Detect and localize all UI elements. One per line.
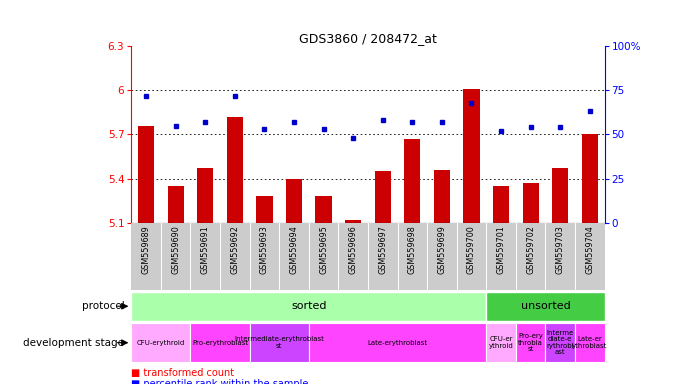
- Bar: [197, 168, 214, 223]
- Text: GSM559695: GSM559695: [319, 225, 328, 274]
- Bar: [375, 171, 391, 223]
- Text: CFU-er
ythroid: CFU-er ythroid: [489, 336, 513, 349]
- Bar: [227, 117, 243, 223]
- Text: GSM559694: GSM559694: [290, 225, 299, 274]
- Text: GSM559689: GSM559689: [142, 225, 151, 274]
- Text: GSM559700: GSM559700: [467, 225, 476, 274]
- Text: GSM559699: GSM559699: [437, 225, 446, 274]
- Bar: [486, 291, 605, 321]
- Text: sorted: sorted: [291, 301, 327, 311]
- Text: Late-er
ythroblast: Late-er ythroblast: [572, 336, 607, 349]
- Bar: [486, 323, 516, 362]
- Text: GSM559696: GSM559696: [349, 225, 358, 274]
- Bar: [309, 323, 486, 362]
- Text: GSM559692: GSM559692: [230, 225, 239, 274]
- Bar: [191, 323, 249, 362]
- Text: GSM559702: GSM559702: [526, 225, 535, 274]
- Text: Intermediate-erythroblast
st: Intermediate-erythroblast st: [234, 336, 324, 349]
- Bar: [256, 196, 272, 223]
- Text: unsorted: unsorted: [520, 301, 570, 311]
- Bar: [434, 170, 450, 223]
- Text: Interme
diate-e
rythrobl
ast: Interme diate-e rythrobl ast: [547, 330, 574, 356]
- Text: GSM559697: GSM559697: [378, 225, 387, 274]
- Bar: [493, 186, 509, 223]
- Text: ■ percentile rank within the sample: ■ percentile rank within the sample: [131, 379, 309, 384]
- Bar: [522, 183, 539, 223]
- Bar: [131, 323, 191, 362]
- Text: Pro-erythroblast: Pro-erythroblast: [192, 340, 248, 346]
- Bar: [345, 220, 361, 223]
- Bar: [131, 291, 486, 321]
- Text: GSM559691: GSM559691: [201, 225, 210, 274]
- Bar: [545, 323, 575, 362]
- Bar: [167, 186, 184, 223]
- Bar: [138, 126, 154, 223]
- Text: development stage: development stage: [23, 338, 124, 348]
- Text: GSM559703: GSM559703: [556, 225, 565, 274]
- Text: ■ transformed count: ■ transformed count: [131, 368, 234, 378]
- Bar: [464, 89, 480, 223]
- Text: Late-erythroblast: Late-erythroblast: [368, 340, 428, 346]
- Text: GSM559701: GSM559701: [497, 225, 506, 274]
- Bar: [582, 134, 598, 223]
- Text: Pro-ery
throbla
st: Pro-ery throbla st: [518, 333, 543, 352]
- Title: GDS3860 / 208472_at: GDS3860 / 208472_at: [299, 32, 437, 45]
- Text: GSM559690: GSM559690: [171, 225, 180, 274]
- Text: CFU-erythroid: CFU-erythroid: [137, 340, 185, 346]
- Bar: [404, 139, 420, 223]
- Text: protocol: protocol: [82, 301, 124, 311]
- Bar: [286, 179, 302, 223]
- Bar: [316, 196, 332, 223]
- Text: GSM559698: GSM559698: [408, 225, 417, 274]
- Text: GSM559693: GSM559693: [260, 225, 269, 274]
- Text: GSM559704: GSM559704: [585, 225, 594, 274]
- Bar: [552, 168, 569, 223]
- Bar: [249, 323, 309, 362]
- Bar: [575, 323, 605, 362]
- Bar: [516, 323, 545, 362]
